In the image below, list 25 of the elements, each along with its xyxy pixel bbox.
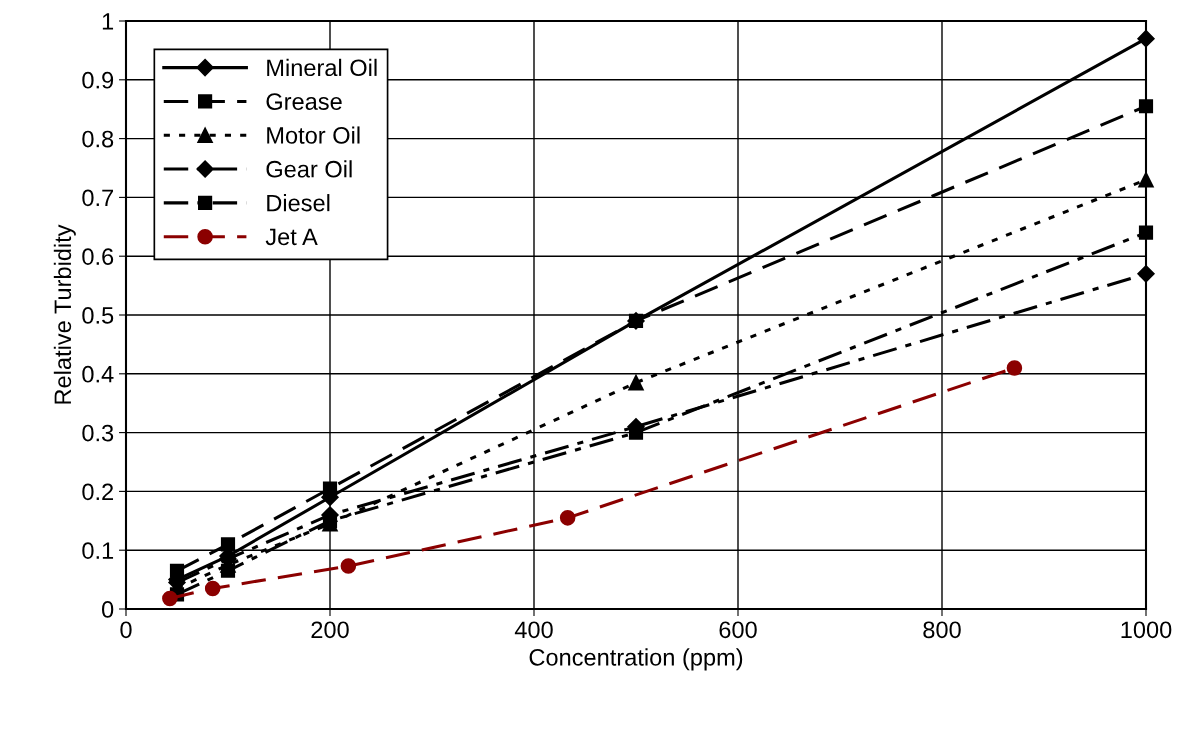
y-tick-label: 1 <box>102 13 114 30</box>
y-tick-label: 0.2 <box>82 483 114 501</box>
y-tick-label: 0.8 <box>82 130 114 148</box>
x-tick-label: 200 <box>311 621 349 639</box>
legend-label: Jet A <box>265 228 318 246</box>
x-axis-title: Concentration (ppm) <box>529 648 743 671</box>
legend-label: Diesel <box>267 194 330 212</box>
x-tick-label: 800 <box>923 621 961 639</box>
y-axis-title: Relative Turbidity <box>53 224 76 404</box>
legend-label: Mineral Oil <box>267 58 377 77</box>
y-tick-label: 0 <box>101 601 114 618</box>
y-tick-label: 0.7 <box>82 189 114 207</box>
y-tick-label: 0.4 <box>82 365 114 383</box>
y-tick-label: 0.9 <box>82 71 114 89</box>
x-tick-label: 400 <box>514 621 553 639</box>
y-tick-label: 0.3 <box>82 424 114 442</box>
y-tick-label: 0.6 <box>82 248 114 265</box>
y-tick-label: 0.1 <box>82 542 114 559</box>
x-tick-label: 0 <box>120 621 132 639</box>
y-tick-label: 0.5 <box>82 307 114 324</box>
legend-label: Motor Oil <box>267 126 360 144</box>
x-tick-label: 1000 <box>1121 621 1172 639</box>
legend-label: Grease <box>266 93 342 110</box>
legend-label: Gear Oil <box>266 160 352 178</box>
x-tick-label: 600 <box>719 621 757 639</box>
